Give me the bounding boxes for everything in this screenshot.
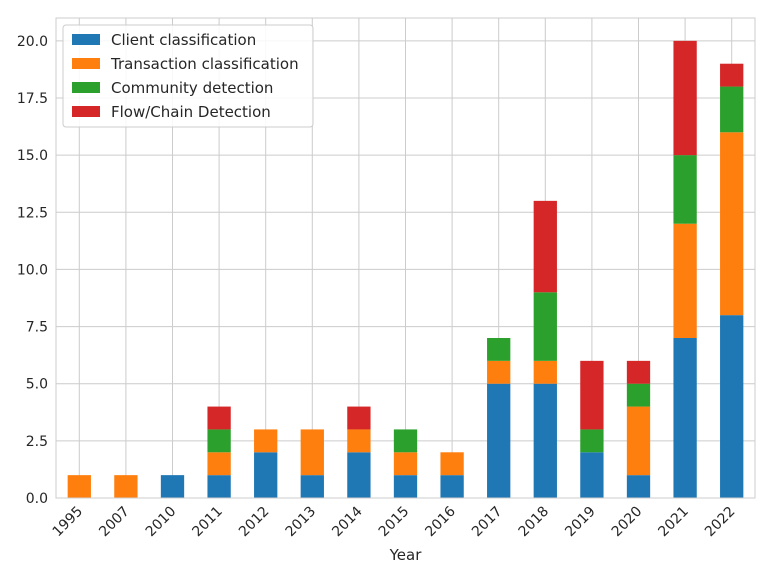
- bar-2012-series-0: [254, 452, 278, 498]
- legend-swatch-3: [72, 106, 100, 117]
- bar-2017-series-2: [487, 338, 511, 361]
- x-tick-label: 1995: [50, 504, 87, 541]
- bar-2021-series-0: [673, 338, 697, 498]
- bar-2011-series-1: [207, 452, 231, 476]
- bar-2022-series-2: [720, 86, 744, 133]
- x-tick-label: 2018: [516, 504, 553, 541]
- bar-2016-series-1: [440, 452, 464, 476]
- x-axis-label: Year: [389, 546, 423, 564]
- bar-2018-series-1: [533, 360, 557, 384]
- bar-2019-series-0: [580, 452, 604, 498]
- legend-box: [62, 24, 314, 128]
- bar-2012-series-1: [254, 429, 278, 453]
- bar-2014-series-1: [347, 429, 371, 453]
- y-tick-label: 15.0: [17, 148, 48, 164]
- bar-2021-series-1: [673, 223, 697, 338]
- legend-label-2: Community detection: [111, 79, 273, 97]
- x-tick-label: 2007: [96, 504, 133, 541]
- bar-2019-series-3: [580, 360, 604, 430]
- y-tick-label: 5.0: [26, 377, 48, 393]
- bar-2017-series-0: [487, 383, 511, 498]
- bar-2018-series-3: [533, 200, 557, 293]
- bar-2015-series-0: [393, 475, 418, 498]
- bar-2022-series-1: [720, 132, 744, 316]
- bar-2020-series-1: [626, 406, 651, 476]
- bar-2018-series-0: [533, 383, 557, 498]
- bar-2011-series-2: [207, 429, 231, 453]
- x-tick-label: 2011: [189, 504, 226, 541]
- x-tick-label: 2021: [655, 504, 692, 541]
- x-tick-label: 2010: [143, 504, 180, 541]
- bar-2013-series-1: [300, 429, 324, 476]
- bar-2014-series-3: [347, 406, 371, 430]
- bar-2020-series-0: [626, 475, 651, 498]
- y-tick-label: 12.5: [17, 205, 48, 221]
- bar-2015-series-1: [393, 452, 418, 476]
- legend-swatch-1: [72, 58, 100, 69]
- x-tick-label: 2020: [609, 504, 646, 541]
- x-tick-label: 2016: [422, 503, 459, 540]
- y-tick-label: 10.0: [17, 262, 48, 278]
- bar-2011-series-0: [207, 475, 231, 498]
- bar-2014-series-0: [347, 452, 371, 498]
- x-tick-label: 2014: [329, 503, 366, 540]
- x-tick-label: 2019: [562, 504, 599, 541]
- bar-2020-series-2: [626, 383, 651, 407]
- bar-2021-series-3: [673, 40, 697, 156]
- y-tick-labels: 0.0 2.5 5.0 7.5 10.0 12.5 15.0 17.5 20.0: [17, 34, 48, 507]
- bar-2016-series-0: [440, 475, 464, 498]
- legend-label-3: Flow/Chain Detection: [111, 103, 271, 121]
- bar-2020-series-3: [626, 360, 651, 384]
- y-tick-label: 0.0: [26, 491, 48, 507]
- bar-2013-series-0: [300, 475, 324, 498]
- bar-2015-series-2: [393, 429, 418, 453]
- bar-2007-series-1: [114, 475, 138, 498]
- plot-frame: [55, 17, 756, 499]
- x-tick-label: 2015: [376, 504, 413, 541]
- bar-1995-series-1: [67, 475, 91, 498]
- y-tick-label: 20.0: [17, 34, 48, 50]
- y-tick-label: 7.5: [26, 320, 48, 336]
- bar-2011-series-3: [207, 406, 231, 430]
- bar-2010-series-0: [160, 475, 185, 498]
- bars: [67, 40, 744, 498]
- bar-2018-series-2: [533, 292, 557, 361]
- bar-2017-series-1: [487, 360, 511, 384]
- legend-swatch-0: [72, 34, 100, 45]
- legend: Client classification Transaction classif…: [62, 24, 314, 128]
- legend-swatch-2: [72, 82, 100, 93]
- x-tick-label: 2022: [702, 504, 739, 541]
- x-tick-labels: 1995 2007 2010 2011 2012 2013 2014 2015 2016 2017…: [50, 503, 739, 540]
- y-tick-label: 2.5: [26, 434, 48, 450]
- bar-2022-series-3: [720, 63, 744, 87]
- bar-2019-series-2: [580, 429, 604, 453]
- legend-label-0: Client classification: [111, 31, 256, 49]
- x-tick-label: 2013: [283, 504, 320, 541]
- y-tick-label: 17.5: [17, 91, 48, 107]
- x-tick-label: 2017: [469, 504, 506, 541]
- x-tick-label: 2012: [236, 504, 273, 541]
- bar-2021-series-2: [673, 155, 697, 224]
- legend-label-1: Transaction classification: [110, 55, 299, 73]
- bar-2022-series-0: [720, 315, 744, 498]
